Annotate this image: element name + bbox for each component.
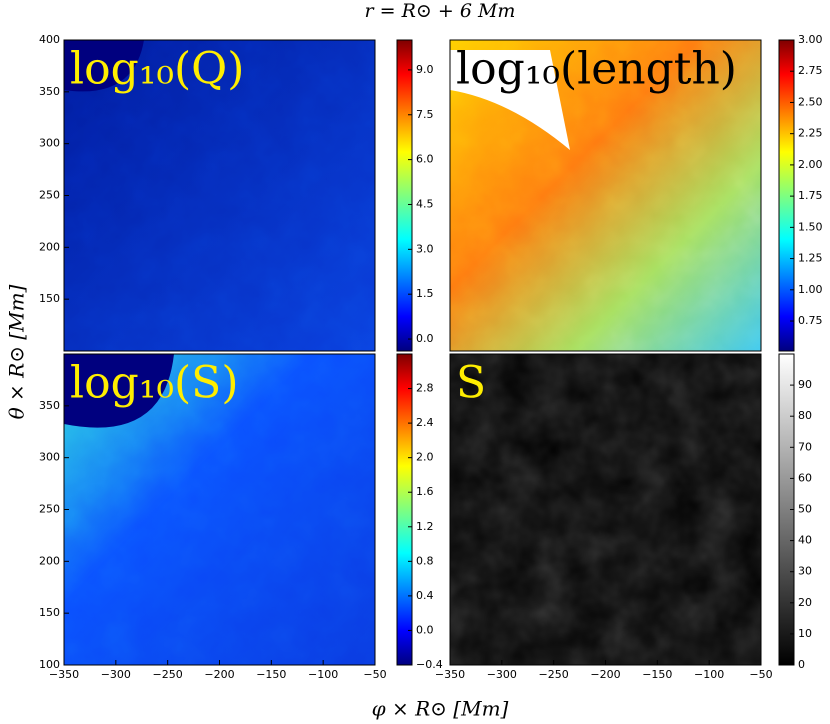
y-tick-label: 300: [39, 451, 60, 464]
colorbar-tick-label: 2.8: [416, 382, 434, 395]
colorbar-tick-label: 40: [798, 534, 812, 547]
x-tick-label: −150: [642, 668, 672, 681]
panel-frame: [449, 39, 762, 352]
colorbar-tick-label: 1.6: [416, 485, 434, 498]
panel: S −350 −300 −250 −200 −150 −100 −50 0 10 20 30 40 50 6…: [435, 353, 812, 681]
colorbar-tick-label: 60: [798, 471, 812, 484]
panel: log₁₀(S) 100 150 200 250 300 350 −350 −300 −250 −2…: [39, 353, 443, 681]
y-tick-label: 150: [39, 606, 60, 619]
colorbar-tick-label: 20: [798, 596, 812, 609]
colorbar-tick-label: 0.75: [798, 314, 823, 327]
figure-title: r = R⊙ + 6 Mm: [365, 0, 516, 22]
colorbar-tick-label: 10: [798, 627, 812, 640]
colorbar-tick-label: 0: [798, 658, 805, 671]
colorbar-tick-label: 0.0: [416, 623, 434, 636]
colorbar-tick-label: 6.0: [416, 153, 434, 166]
colorbar: [396, 353, 413, 666]
panel-label: log₁₀(Q): [70, 44, 244, 95]
colorbar-tick-label: 1.25: [798, 252, 823, 265]
colorbar-tick-label: 50: [798, 503, 812, 516]
panel: log₁₀(length) 0.75 1.00 1.25 1.50 1.75 2.00 2.2…: [449, 33, 823, 352]
heatmap-texture: [64, 40, 375, 351]
colorbar-tick-label: 2.4: [416, 416, 434, 429]
colorbar-tick-label: 0.0: [416, 332, 434, 345]
y-tick-label: 200: [39, 240, 60, 253]
x-tick-label: −200: [590, 668, 620, 681]
y-tick-label: 350: [39, 85, 60, 98]
y-axis-label: θ × R⊙ [Mm]: [5, 284, 29, 419]
region: [64, 354, 174, 428]
colorbar-tick-label: 2.0: [416, 451, 434, 464]
colorbar-tick-label: −0.4: [416, 658, 443, 671]
colorbar-tick-label: 9.0: [416, 63, 434, 76]
x-tick-label: −350: [435, 668, 465, 681]
colorbar: [396, 39, 413, 352]
x-tick-label: −50: [749, 668, 772, 681]
colorbar-tick-label: 90: [798, 378, 812, 391]
colorbar-tick-label: 70: [798, 440, 812, 453]
panel-label: log₁₀(length): [456, 44, 737, 95]
colorbar-tick-label: 1.5: [416, 287, 434, 300]
x-axis-label: φ × R⊙ [Mm]: [372, 697, 509, 721]
x-tick-label: −200: [204, 668, 234, 681]
x-tick-label: −300: [101, 668, 131, 681]
region: [450, 50, 570, 150]
x-tick-label: −150: [256, 668, 286, 681]
y-tick-label: 350: [39, 399, 60, 412]
colorbar-tick-label: 3.0: [416, 242, 434, 255]
panel-label: S: [456, 358, 486, 409]
colorbar-tick-label: 0.4: [416, 589, 434, 602]
x-tick-label: −300: [487, 668, 517, 681]
colorbar-tick-label: 3.00: [798, 33, 823, 46]
y-tick-label: 300: [39, 137, 60, 150]
colorbar-tick-label: 4.5: [416, 197, 434, 210]
region: [64, 40, 144, 92]
x-tick-label: −50: [363, 668, 386, 681]
panel: log₁₀(Q) 150 200 250 300 350 400 0.0 1.5 3.0 4.5 6.…: [39, 33, 434, 352]
colorbar-tick-label: 0.8: [416, 554, 434, 567]
colorbar: [778, 39, 795, 352]
y-tick-label: 250: [39, 503, 60, 516]
colorbar-tick-label: 7.5: [416, 108, 434, 121]
panel-label: log₁₀(S): [70, 358, 238, 409]
colorbar-tick-label: 30: [798, 565, 812, 578]
colorbar-tick-label: 2.75: [798, 64, 823, 77]
colorbar-tick-label: 1.50: [798, 220, 823, 233]
heatmap-texture: [450, 354, 761, 665]
colorbar-tick-label: 80: [798, 409, 812, 422]
x-tick-label: −250: [153, 668, 183, 681]
colorbar-tick-label: 2.25: [798, 127, 823, 140]
x-tick-label: −100: [694, 668, 724, 681]
x-tick-label: −100: [308, 668, 338, 681]
colorbar-tick-label: 1.2: [416, 520, 434, 533]
x-tick-label: −250: [539, 668, 569, 681]
x-tick-label: −350: [49, 668, 79, 681]
colorbar-tick-label: 2.00: [798, 158, 823, 171]
y-tick-label: 400: [39, 33, 60, 46]
colorbar-tick-label: 1.75: [798, 189, 823, 202]
colorbar-tick-label: 2.50: [798, 95, 823, 108]
y-tick-label: 150: [39, 292, 60, 305]
y-tick-label: 250: [39, 189, 60, 202]
y-tick-label: 100: [39, 658, 60, 671]
y-tick-label: 200: [39, 554, 60, 567]
colorbar-tick-label: 1.00: [798, 283, 823, 296]
